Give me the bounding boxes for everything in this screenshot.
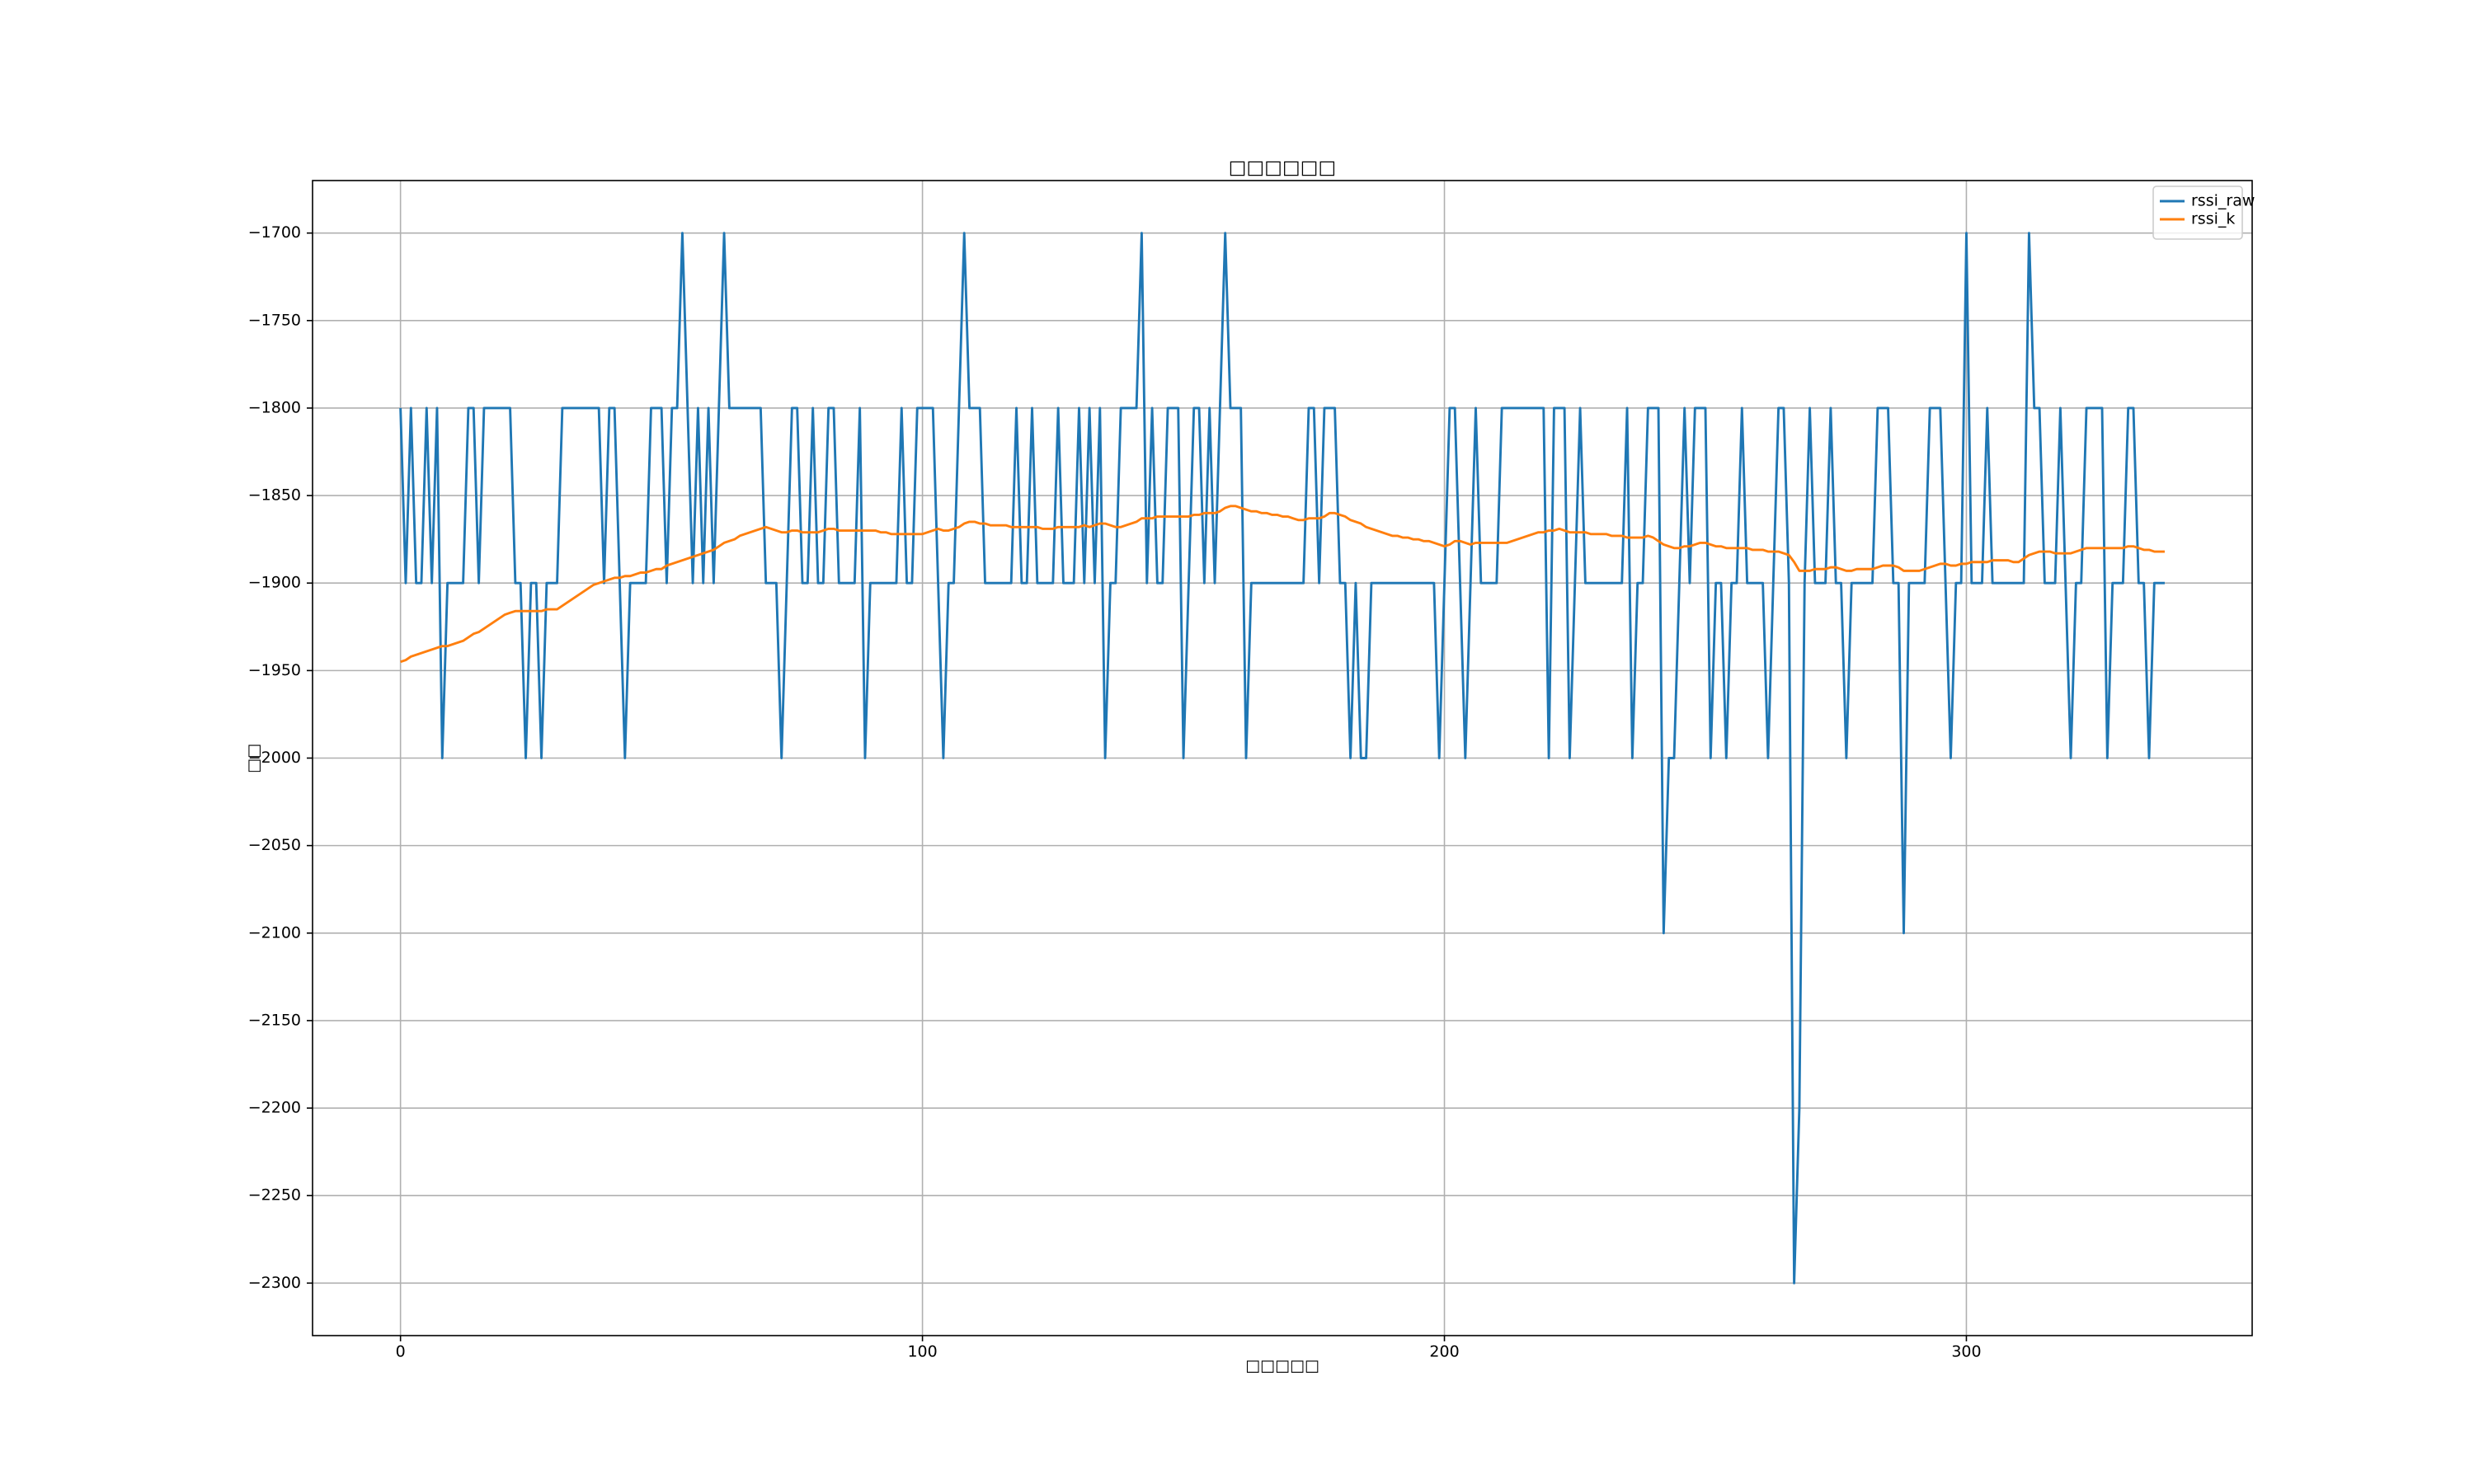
x-tick-label: 100: [907, 1343, 937, 1361]
data-line: [399, 232, 2165, 1284]
y-tick-label: −1950: [248, 661, 301, 679]
legend-label: rssi_k: [2191, 210, 2235, 228]
x-tick-label: 0: [396, 1343, 406, 1361]
y-tick-label: −2000: [248, 749, 301, 767]
data-line: [400, 505, 2165, 664]
x-tick-label: 200: [1429, 1343, 1459, 1361]
legend-box: [2152, 186, 2243, 240]
y-tick-label: −2150: [248, 1011, 301, 1029]
plot-frame: [312, 180, 2253, 1336]
y-tick-label: −2050: [248, 836, 301, 854]
y-tick-label: −1700: [248, 223, 301, 242]
legend-label: rssi_raw: [2191, 192, 2255, 210]
y-tick-label: −2200: [248, 1099, 301, 1117]
y-tick-label: −2300: [248, 1274, 301, 1292]
y-axis-label: □□: [245, 744, 263, 773]
y-tick-label: −1900: [248, 574, 301, 592]
x-axis-label: □□□□□: [1245, 1357, 1319, 1375]
y-tick-label: −1850: [248, 486, 301, 505]
y-tick-label: −1750: [248, 311, 301, 329]
y-tick-label: −2250: [248, 1186, 301, 1205]
y-tick-label: −1800: [248, 398, 301, 416]
chart-title: □□□□□□: [1229, 157, 1336, 179]
x-tick-label: 300: [1951, 1343, 1981, 1361]
y-tick-label: −2100: [248, 923, 301, 942]
